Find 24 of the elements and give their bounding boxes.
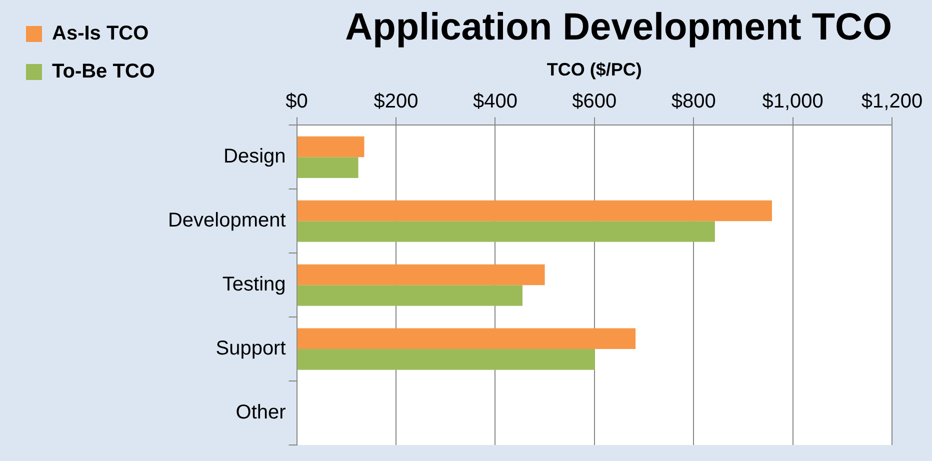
bar bbox=[297, 157, 358, 178]
legend-label: To-Be TCO bbox=[52, 60, 155, 83]
bar bbox=[297, 349, 595, 370]
y-tick-label: Development bbox=[168, 210, 286, 232]
bar bbox=[297, 136, 364, 158]
x-tick-label: $1,000 bbox=[762, 90, 824, 113]
bar bbox=[297, 264, 545, 286]
bar bbox=[297, 328, 636, 350]
bar bbox=[297, 221, 715, 242]
x-tick-label: $400 bbox=[472, 90, 518, 113]
x-tick-label: $200 bbox=[374, 90, 418, 113]
bar bbox=[297, 200, 772, 222]
y-tick-label: Testing bbox=[222, 274, 286, 296]
y-tick-label: Design bbox=[224, 146, 286, 168]
y-tick-label: Support bbox=[216, 338, 286, 360]
y-tick-label: Other bbox=[236, 402, 286, 424]
x-tick-label: $0 bbox=[286, 90, 308, 113]
bar bbox=[297, 285, 522, 306]
legend-label: As-Is TCO bbox=[52, 22, 149, 45]
x-tick-label: $800 bbox=[671, 90, 716, 113]
x-tick-label: $600 bbox=[572, 90, 617, 113]
x-tick-label: $1,200 bbox=[861, 90, 923, 113]
chart-title: Application Development TCO bbox=[345, 6, 892, 48]
x-axis-title: TCO ($/PC) bbox=[546, 59, 642, 80]
